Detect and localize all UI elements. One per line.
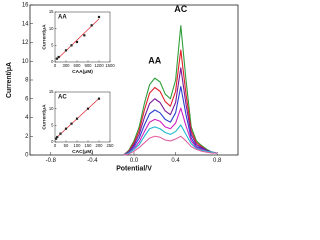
point bbox=[90, 24, 93, 27]
y-tick-label: 4 bbox=[25, 115, 29, 121]
y-tick-label: 15 bbox=[49, 89, 54, 94]
line-series bbox=[123, 107, 218, 156]
x-tick-label: 100 bbox=[74, 143, 82, 148]
y-tick-label: 16 bbox=[22, 3, 29, 9]
x-tick-label: 300 bbox=[63, 63, 71, 68]
point bbox=[57, 55, 60, 59]
point bbox=[70, 44, 73, 47]
x-axis-label: CAC(μM) bbox=[72, 149, 93, 155]
point bbox=[75, 117, 79, 120]
y-tick-label: 10 bbox=[49, 26, 54, 31]
point bbox=[83, 34, 86, 37]
y-tick-label: 6 bbox=[25, 96, 29, 102]
line-series bbox=[123, 67, 218, 156]
line-series bbox=[123, 49, 218, 156]
x-tick-label: 1500 bbox=[105, 63, 115, 68]
x-tick-label: -0.8 bbox=[46, 158, 57, 164]
inset-title: AC bbox=[58, 95, 67, 101]
x-tick-label: 250 bbox=[107, 143, 115, 148]
y-tick-label: 14 bbox=[22, 21, 29, 27]
x-axis-label: Potential/V bbox=[116, 166, 152, 173]
y-tick-label: 2 bbox=[25, 134, 29, 140]
point bbox=[97, 15, 101, 19]
x-tick-label: 150 bbox=[85, 143, 93, 148]
x-tick-label: -0.4 bbox=[87, 158, 98, 164]
y-tick-label: 5 bbox=[51, 122, 54, 127]
x-tick-label: 0.0 bbox=[130, 158, 139, 164]
x-tick-label: 0 bbox=[54, 143, 57, 148]
line-series bbox=[123, 86, 218, 156]
point bbox=[56, 135, 59, 139]
point bbox=[59, 132, 62, 135]
y-tick-label: 15 bbox=[49, 9, 54, 14]
y-tick-label: 10 bbox=[49, 106, 54, 111]
x-tick-label: 0.8 bbox=[213, 158, 222, 164]
point bbox=[55, 57, 58, 60]
x-axis-label: CAA(μM) bbox=[72, 69, 93, 75]
point bbox=[75, 40, 79, 44]
plot-area bbox=[54, 11, 111, 63]
x-tick-label: 50 bbox=[64, 143, 69, 148]
y-tick-label: 10 bbox=[22, 59, 29, 65]
y-axis-label: Current/μA bbox=[41, 104, 47, 130]
y-tick-label: 0 bbox=[51, 59, 54, 64]
line-series bbox=[123, 124, 218, 156]
annotation: AA bbox=[148, 56, 161, 66]
point bbox=[86, 107, 90, 110]
point bbox=[55, 137, 58, 140]
x-tick-label: 200 bbox=[96, 143, 104, 148]
chart: -0.8 -0.4 0.0 0.4 0.8 0 2 4 6 8 10 12 14 16 Potential/… bbox=[6, 3, 239, 173]
inset-title: AA bbox=[58, 15, 67, 21]
y-tick-label: 0 bbox=[51, 139, 54, 144]
y-tick-label: 0 bbox=[25, 153, 29, 159]
x-tick-label: 1200 bbox=[94, 63, 104, 68]
point bbox=[64, 127, 68, 130]
y-axis-label: Current/μA bbox=[41, 24, 47, 50]
y-tick-label: 8 bbox=[25, 78, 29, 84]
y-axis-label: Current/μA bbox=[6, 62, 13, 98]
plot-area bbox=[54, 91, 111, 143]
x-tick-label: 900 bbox=[85, 63, 93, 68]
x-tick-label: 0 bbox=[54, 63, 57, 68]
point bbox=[64, 49, 68, 52]
point bbox=[70, 122, 73, 125]
line-series bbox=[123, 135, 218, 156]
line-series bbox=[123, 25, 218, 156]
point bbox=[97, 97, 101, 100]
x-tick-label: 600 bbox=[74, 63, 82, 68]
y-tick-label: 5 bbox=[51, 42, 54, 47]
page: -0.8 -0.4 0.0 0.4 0.8 0 2 4 6 8 10 12 14 16 Potential/… bbox=[5, 2, 239, 173]
x-tick-label: 0.4 bbox=[171, 158, 180, 164]
y-tick-label: 12 bbox=[22, 40, 29, 46]
annotation: AC bbox=[174, 4, 187, 14]
